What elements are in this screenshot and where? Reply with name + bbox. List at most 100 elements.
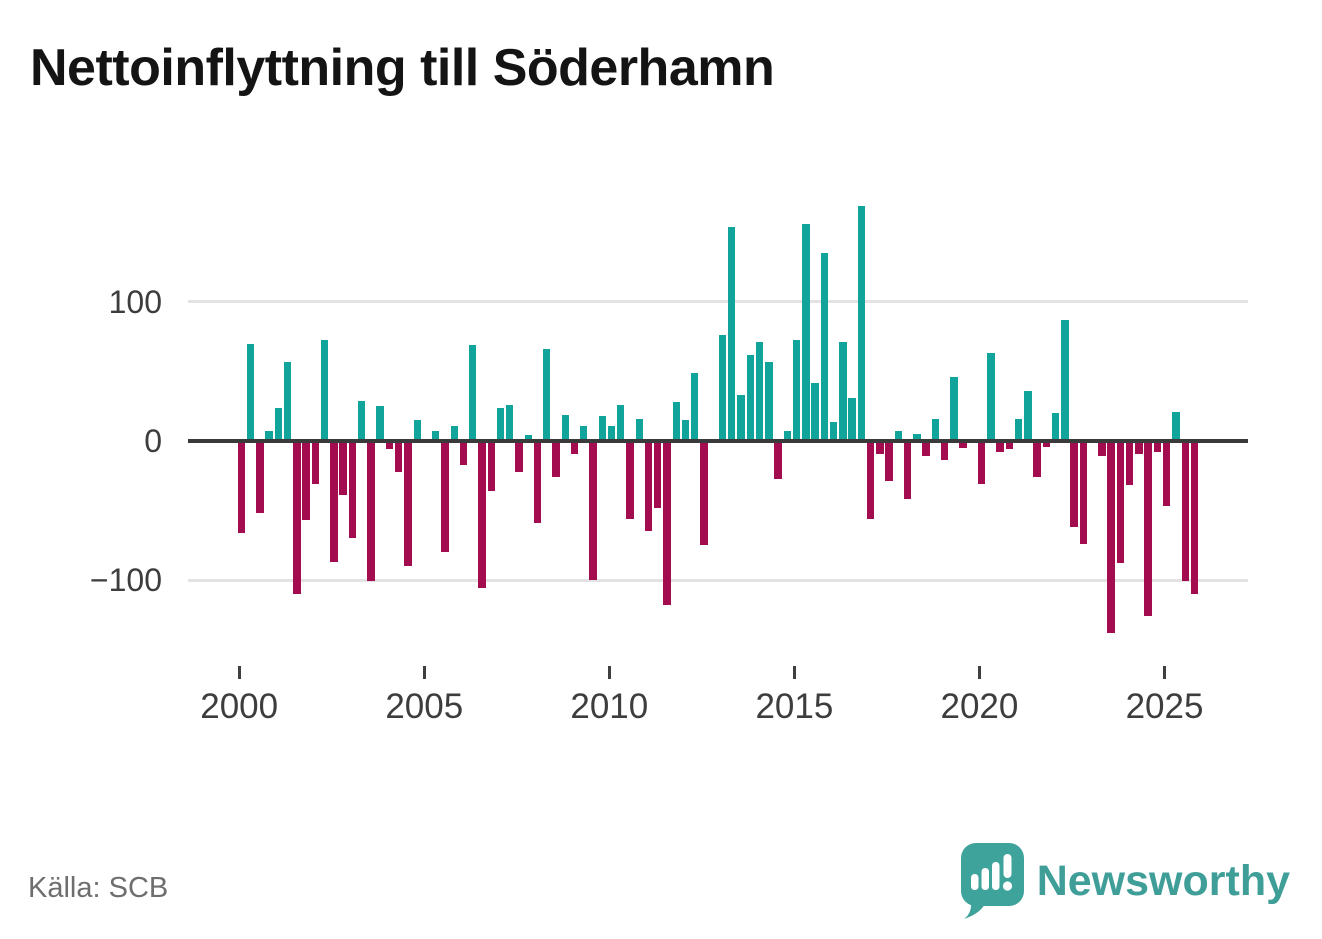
bar-2015-Q3: [811, 382, 819, 441]
bar-2018-Q4: [931, 418, 940, 441]
bar-2017-Q3: [885, 441, 893, 482]
x-tick-2025: [1163, 666, 1166, 679]
bar-2017-Q4: [894, 431, 903, 441]
bar-2003-Q3: [367, 441, 375, 582]
x-axis-label-2020: 2020: [940, 687, 1019, 726]
bar-2015-Q2: [802, 224, 810, 441]
bar-2021-Q4: [1042, 441, 1051, 447]
bar-2013-Q4: [746, 354, 754, 441]
newsworthy-logo-icon: [960, 843, 1025, 919]
bar-2004-Q4: [413, 420, 421, 441]
bar-2012-Q2: [691, 372, 699, 441]
bar-2017-Q1: [866, 441, 875, 519]
bar-2000-Q1: [237, 441, 246, 533]
bar-2023-Q3: [1107, 441, 1115, 633]
bar-2000-Q4: [265, 431, 273, 441]
bar-2022-Q4: [1079, 441, 1088, 544]
bar-2020-Q2: [987, 353, 995, 441]
bar-2022-Q1: [1051, 413, 1060, 441]
x-tick-2010: [607, 666, 611, 679]
bar-2018-Q1: [903, 441, 912, 500]
bar-2006-Q1: [459, 441, 468, 465]
bar-2014-Q2: [765, 361, 773, 441]
bar-2004-Q2: [395, 441, 403, 472]
bar-2001-Q3: [293, 441, 301, 594]
bar-2015-Q1: [792, 339, 801, 441]
bar-2012-Q1: [681, 420, 690, 441]
bar-2003-Q4: [376, 406, 384, 441]
bar-2011-Q3: [663, 441, 671, 606]
bar-2021-Q2: [1024, 390, 1032, 441]
bar-2004-Q3: [404, 441, 412, 567]
y-axis-label-minus-100: −100: [89, 562, 162, 598]
bar-2020-Q3: [996, 441, 1004, 453]
bar-2024-Q3: [1144, 441, 1152, 617]
bar-2018-Q2: [913, 434, 921, 441]
y-axis-label-0: 0: [144, 423, 162, 459]
gridline-plus-100: [188, 300, 1248, 303]
bar-2013-Q2: [728, 226, 736, 441]
x-axis-label-2015: 2015: [755, 687, 834, 726]
bar-2014-Q3: [774, 441, 782, 479]
bar-2009-Q2: [580, 425, 588, 441]
bar-2014-Q4: [783, 431, 792, 441]
bar-2016-Q2: [839, 342, 847, 441]
bar-2005-Q2: [432, 431, 440, 441]
bar-2010-Q1: [607, 425, 616, 441]
bar-2011-Q1: [644, 441, 653, 532]
bar-2024-Q1: [1125, 441, 1134, 486]
bar-2024-Q4: [1153, 441, 1162, 453]
bar-2008-Q2: [543, 349, 551, 441]
bar-2009-Q3: [589, 441, 597, 580]
bar-2025-Q2: [1172, 411, 1180, 441]
bar-2019-Q1: [940, 441, 949, 461]
bar-2011-Q4: [672, 402, 680, 441]
x-tick-2000: [237, 666, 241, 679]
bar-2006-Q3: [478, 441, 486, 589]
bar-2010-Q2: [617, 404, 625, 441]
bar-2005-Q3: [441, 441, 449, 553]
bar-2010-Q4: [635, 418, 643, 441]
bar-2025-Q1: [1163, 441, 1171, 507]
x-tick-2020: [977, 666, 981, 679]
bar-2008-Q1: [533, 441, 542, 523]
bar-2025-Q3: [1181, 441, 1189, 582]
bar-2002-Q4: [339, 441, 347, 496]
brand-name: Newsworthy: [1036, 857, 1290, 905]
bar-2024-Q2: [1135, 441, 1143, 454]
chart-title: Nettoinflyttning till Söderhamn: [30, 39, 775, 97]
bar-2016-Q3: [848, 397, 856, 441]
bar-2013-Q3: [737, 395, 745, 441]
bar-2007-Q1: [496, 407, 505, 441]
bar-2005-Q4: [450, 425, 458, 441]
bar-2019-Q2: [950, 377, 958, 441]
bar-2008-Q3: [552, 441, 560, 478]
bar-2002-Q1: [311, 441, 320, 485]
bar-2014-Q1: [755, 342, 764, 441]
x-tick-2005: [422, 666, 426, 679]
bar-2001-Q4: [302, 441, 310, 521]
bar-2021-Q3: [1033, 441, 1041, 478]
bar-2012-Q3: [700, 441, 708, 546]
bar-2016-Q1: [829, 421, 838, 441]
bar-2011-Q2: [654, 441, 662, 508]
zero-axis-line: [188, 439, 1248, 443]
bar-2003-Q2: [357, 400, 366, 441]
bar-2003-Q1: [348, 441, 357, 539]
bar-2022-Q3: [1070, 441, 1078, 528]
bar-2000-Q2: [246, 343, 255, 441]
bar-2002-Q3: [330, 441, 338, 562]
bar-2006-Q2: [469, 345, 477, 441]
bar-2001-Q2: [283, 361, 292, 441]
bar-2023-Q2: [1098, 441, 1106, 457]
bar-2022-Q2: [1061, 320, 1069, 441]
bar-2009-Q1: [570, 441, 579, 454]
bar-2002-Q2: [320, 339, 329, 441]
bar-2010-Q3: [626, 441, 634, 519]
bar-2013-Q1: [718, 335, 727, 441]
bar-2020-Q4: [1005, 441, 1014, 450]
bar-2001-Q1: [274, 407, 283, 441]
